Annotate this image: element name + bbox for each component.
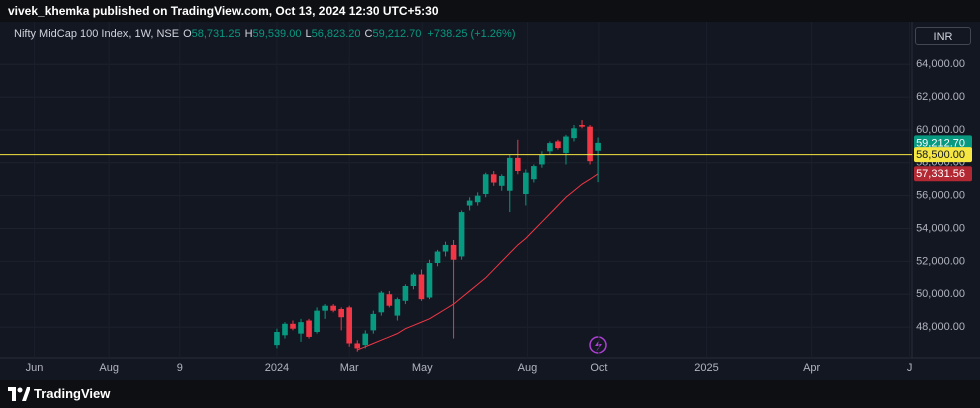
candle-body [434, 251, 441, 264]
publish-header: vivek_khemka published on TradingView.co… [0, 0, 980, 22]
candle-body [514, 157, 521, 172]
candle-body [474, 195, 481, 203]
candle-body [274, 332, 280, 346]
candle-body [563, 136, 569, 153]
candle-body [370, 313, 377, 331]
candle-body [298, 322, 304, 334]
candle-body [322, 305, 328, 311]
event-icon[interactable] [589, 336, 607, 354]
price-tag-label: 58,500.00 [916, 149, 965, 161]
candle-body [506, 157, 513, 191]
candle-body [482, 174, 489, 195]
price-tag [914, 135, 972, 151]
x-tick-label: Mar [340, 362, 359, 374]
price-tag-label: 59,212.70 [916, 137, 965, 149]
candle-body [426, 263, 433, 298]
x-tick-label: May [412, 362, 433, 374]
y-tick-label: 54,000.00 [916, 222, 965, 234]
y-tick-label: 60,000.00 [916, 124, 965, 136]
ohlc-value: 58,731.25 [191, 28, 241, 40]
candle-body [402, 286, 409, 301]
footer: TradingView [0, 380, 980, 408]
x-tick-label: Aug [518, 362, 538, 374]
price-tag [914, 166, 972, 182]
candle-body [306, 320, 312, 337]
ohlc-value: 56,823.20 [311, 28, 361, 40]
y-tick-label: 56,000.00 [916, 190, 965, 202]
grid [0, 22, 912, 358]
candle-body [338, 309, 344, 318]
candle-body [346, 307, 353, 344]
candle-body [466, 200, 473, 206]
y-tick-label: 48,000.00 [916, 321, 965, 333]
candle-body [418, 274, 425, 300]
candle-body [531, 166, 537, 180]
chart: 48,000.00 50,000.00 52,000.00 54,000.00 56,0… [0, 22, 980, 374]
candle-body [290, 323, 296, 329]
ohlc-key: L [305, 28, 312, 40]
x-tick-label: 2025 [694, 362, 718, 374]
candle-body [282, 323, 288, 336]
candle-body [490, 174, 497, 183]
candle-body [410, 274, 417, 287]
price-tag-label: 57,331.56 [916, 168, 965, 180]
currency-button[interactable]: INR [915, 27, 971, 45]
candle-body [571, 128, 577, 139]
y-tick-label: 50,000.00 [916, 288, 965, 300]
ohlc-value: 59,539.00 [252, 28, 302, 40]
candle-body [579, 125, 585, 127]
candle-body [354, 343, 361, 349]
candle-body [386, 294, 393, 306]
ohlc-value: 59,212.70 [372, 28, 422, 40]
candle-body [547, 143, 553, 152]
moving-average [357, 173, 599, 351]
candle-body [378, 292, 385, 313]
y-tick-label: 52,000.00 [916, 255, 965, 267]
y-tick-label: 64,000.00 [916, 58, 965, 70]
brand-logo [8, 387, 30, 401]
brand-name: TradingView [34, 386, 111, 401]
candle-body [595, 142, 601, 151]
candle-body [362, 333, 369, 346]
candle-body [314, 310, 320, 333]
symbol-name: Nifty MidCap 100 Index, 1W, NSE [14, 28, 180, 40]
x-tick-label: 2024 [265, 362, 289, 374]
y-tick-label: 62,000.00 [916, 91, 965, 103]
candle-body [330, 305, 336, 311]
candle-body [523, 172, 529, 195]
ohlc-key: H [244, 28, 253, 40]
ohlc-key: O [183, 28, 192, 40]
price-tag [914, 147, 972, 163]
candle-body [458, 212, 465, 257]
ohlc-key: C [364, 28, 373, 40]
candle-body [498, 175, 505, 186]
candle-body [587, 126, 593, 162]
x-tick-label: Jun [26, 362, 44, 374]
candle-body [539, 154, 545, 165]
symbol-legend: Nifty MidCap 100 Index, 1W, NSE O58,731.2… [14, 28, 516, 40]
x-tick-label: Aug [99, 362, 119, 374]
candle-body [442, 244, 449, 252]
candle-body [394, 299, 401, 316]
candle-body [450, 244, 457, 260]
candle-body [555, 141, 561, 149]
x-tick-label: Oct [590, 362, 607, 374]
x-tick-label: Apr [803, 362, 820, 374]
x-tick-label: 9 [177, 362, 183, 374]
x-tick-label: J [907, 362, 913, 374]
change: +738.25 (+1.26%) [427, 28, 516, 40]
